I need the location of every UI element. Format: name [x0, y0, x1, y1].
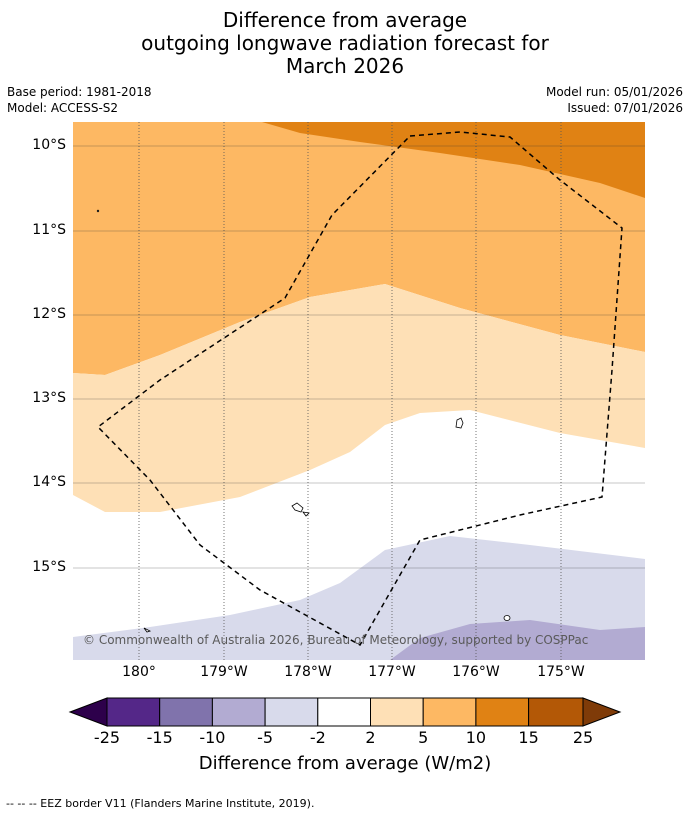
title-line-3: March 2026: [285, 54, 405, 78]
lon-label: 178°W: [284, 664, 332, 680]
anomaly-2-5-band: [73, 284, 645, 512]
colorbar: [68, 697, 622, 727]
lon-label: 179°W: [200, 664, 248, 680]
colorbar-label: Difference from average (W/m2): [198, 753, 492, 774]
anomaly-10-15-band: [262, 122, 645, 198]
colorbar-above-max: [582, 697, 622, 727]
lat-label: 15°S: [32, 559, 66, 575]
colorbar-tick: 15: [518, 728, 539, 747]
islands: [96, 209, 511, 633]
lat-label: 14°S: [32, 474, 66, 490]
anomaly-5-10-band: [73, 122, 645, 375]
colorbar-tick: -5: [257, 728, 274, 747]
colorbar-tick: 5: [418, 728, 429, 747]
colorbar-tick: 2: [365, 728, 376, 747]
lat-label: 12°S: [32, 306, 66, 322]
latitude-gridlines: [73, 145, 645, 569]
title-line-2: outgoing longwave radiation forecast for: [141, 31, 549, 55]
model-name: Model: ACCESS-S2: [7, 101, 119, 115]
lat-label: 11°S: [32, 222, 66, 238]
anomaly-neg5-neg10-band: [390, 620, 645, 660]
lon-label: 175°W: [537, 664, 585, 680]
lon-label: 176°W: [452, 664, 500, 680]
copyright-notice: © Commonwealth of Australia 2026, Bureau…: [83, 633, 589, 647]
eez-border: [96, 131, 623, 647]
colorbar-tick: -2: [309, 728, 326, 747]
lon-label: 177°W: [368, 664, 416, 680]
model-run: Model run: 05/01/2026: [545, 85, 683, 99]
colorbar-tick: 10: [465, 728, 487, 747]
colorbar-below-min: [68, 697, 108, 727]
colorbar-tick: -15: [146, 728, 173, 747]
issued-date: Issued: 07/01/2026: [567, 101, 683, 115]
title-line-1: Difference from average: [222, 8, 468, 32]
lat-label: 10°S: [32, 137, 66, 153]
lon-label: 180°: [122, 664, 156, 680]
base-period: Base period: 1981-2018: [7, 85, 152, 99]
colorbar-tick: -10: [199, 728, 226, 747]
colorbar-tick: 25: [572, 728, 594, 747]
eez-footnote: -- -- -- EEZ border V11 (Flanders Marine…: [6, 797, 315, 810]
colorbar-tick: -25: [93, 728, 121, 747]
lat-label: 13°S: [32, 390, 66, 406]
